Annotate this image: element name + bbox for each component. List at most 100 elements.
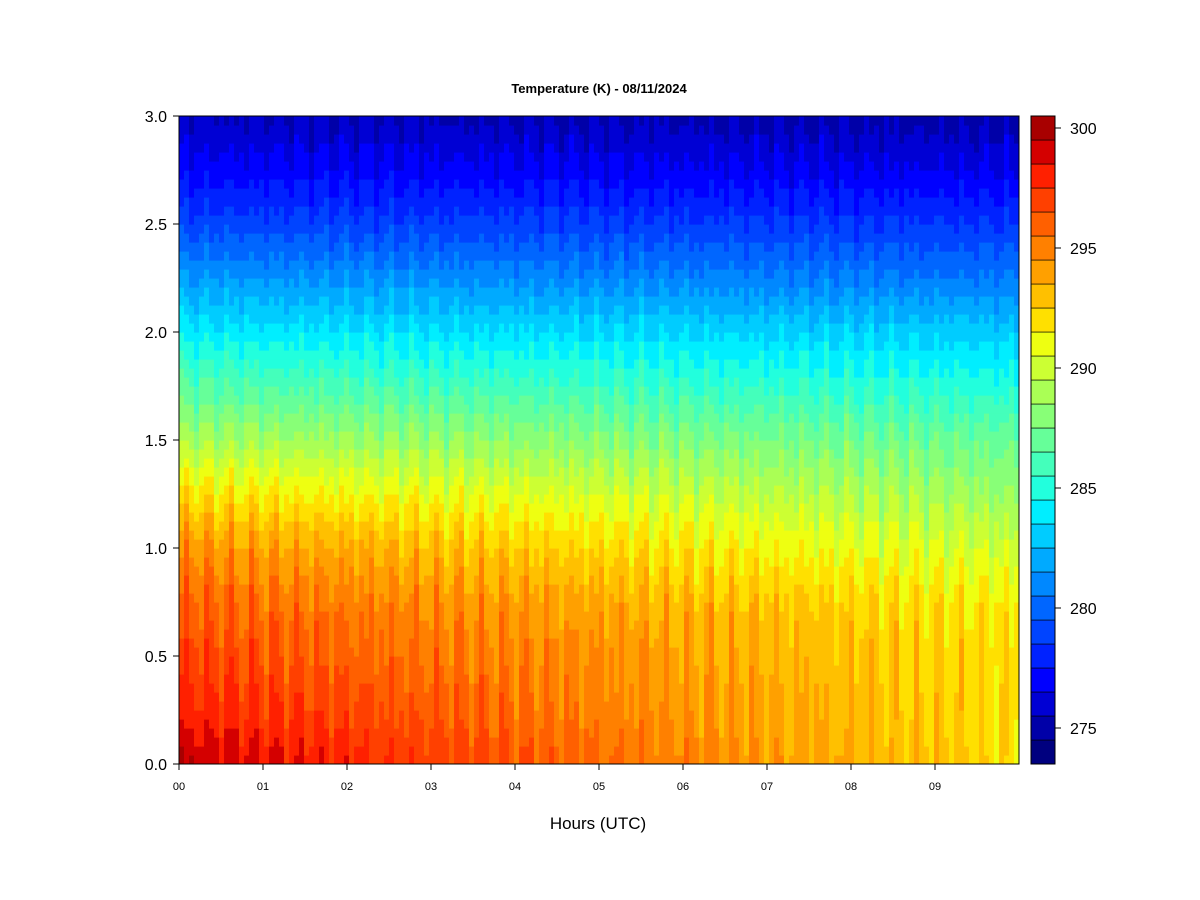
temperature-cell — [424, 566, 430, 576]
temperature-cell — [219, 584, 225, 594]
temperature-cell — [374, 467, 380, 477]
temperature-cell — [464, 719, 470, 729]
temperature-cell — [314, 494, 320, 504]
temperature-cell — [279, 665, 285, 675]
temperature-cell — [409, 620, 415, 630]
temperature-cell — [379, 179, 385, 189]
temperature-cell — [519, 557, 525, 567]
temperature-cell — [419, 404, 425, 414]
temperature-cell — [204, 134, 210, 144]
temperature-cell — [194, 143, 200, 153]
temperature-cell — [454, 386, 460, 396]
temperature-cell — [234, 602, 240, 612]
temperature-cell — [519, 467, 525, 477]
temperature-cell — [479, 368, 485, 378]
temperature-cell — [274, 152, 280, 162]
temperature-cell — [249, 584, 255, 594]
temperature-cell — [454, 314, 460, 324]
temperature-cell — [344, 467, 350, 477]
temperature-cell — [499, 116, 505, 126]
temperature-cell — [349, 431, 355, 441]
temperature-cell — [309, 215, 315, 225]
temperature-cell — [384, 746, 390, 756]
temperature-cell — [444, 710, 450, 720]
temperature-cell — [384, 431, 390, 441]
temperature-cell — [509, 170, 515, 180]
temperature-cell — [239, 530, 245, 540]
temperature-cell — [394, 755, 400, 764]
temperature-cell — [199, 341, 205, 351]
temperature-cell — [244, 674, 250, 684]
temperature-cell — [359, 755, 365, 764]
temperature-cell — [394, 206, 400, 216]
temperature-cell — [384, 233, 390, 243]
temperature-cell — [199, 152, 205, 162]
temperature-cell — [254, 206, 260, 216]
temperature-cell — [374, 287, 380, 297]
temperature-cell — [234, 188, 240, 198]
temperature-cell — [199, 242, 205, 252]
temperature-cell — [469, 728, 475, 738]
temperature-cell — [219, 566, 225, 576]
temperature-cell — [519, 719, 525, 729]
temperature-cell — [224, 179, 230, 189]
temperature-cell — [464, 359, 470, 369]
temperature-cell — [319, 458, 325, 468]
temperature-cell — [254, 323, 260, 333]
temperature-cell — [224, 431, 230, 441]
temperature-cell — [309, 647, 315, 657]
temperature-cell — [289, 476, 295, 486]
temperature-cell — [354, 377, 360, 387]
temperature-cell — [394, 422, 400, 432]
temperature-cell — [359, 368, 365, 378]
temperature-cell — [264, 278, 270, 288]
temperature-cell — [189, 305, 195, 315]
temperature-cell — [224, 512, 230, 522]
temperature-cell — [319, 260, 325, 270]
temperature-cell — [444, 395, 450, 405]
temperature-cell — [434, 224, 440, 234]
temperature-cell — [319, 413, 325, 423]
temperature-cell — [184, 449, 190, 459]
temperature-cell — [399, 233, 405, 243]
temperature-cell — [199, 656, 205, 666]
temperature-cell — [489, 359, 495, 369]
temperature-cell — [284, 674, 290, 684]
temperature-cell — [389, 503, 395, 513]
temperature-cell — [264, 449, 270, 459]
temperature-cell — [324, 251, 330, 261]
temperature-cell — [344, 494, 350, 504]
temperature-cell — [374, 413, 380, 423]
temperature-cell — [294, 602, 300, 612]
temperature-cell — [379, 341, 385, 351]
temperature-cell — [229, 314, 235, 324]
temperature-cell — [414, 395, 420, 405]
temperature-cell — [469, 548, 475, 558]
temperature-cell — [304, 593, 310, 603]
temperature-cell — [269, 638, 275, 648]
temperature-cell — [209, 305, 215, 315]
temperature-cell — [499, 161, 505, 171]
temperature-cell — [244, 188, 250, 198]
temperature-cell — [384, 242, 390, 252]
temperature-cell — [394, 521, 400, 531]
temperature-cell — [389, 746, 395, 756]
temperature-cell — [249, 611, 255, 621]
temperature-cell — [249, 116, 255, 126]
temperature-cell — [514, 332, 520, 342]
temperature-cell — [509, 260, 515, 270]
temperature-cell — [244, 413, 250, 423]
temperature-cell — [504, 242, 510, 252]
temperature-cell — [184, 620, 190, 630]
temperature-cell — [504, 566, 510, 576]
temperature-cell — [479, 539, 485, 549]
temperature-cell — [189, 161, 195, 171]
temperature-cell — [249, 593, 255, 603]
temperature-cell — [389, 701, 395, 711]
temperature-cell — [464, 197, 470, 207]
temperature-cell — [204, 359, 210, 369]
temperature-cell — [509, 413, 515, 423]
temperature-cell — [224, 593, 230, 603]
temperature-cell — [494, 152, 500, 162]
temperature-cell — [249, 647, 255, 657]
